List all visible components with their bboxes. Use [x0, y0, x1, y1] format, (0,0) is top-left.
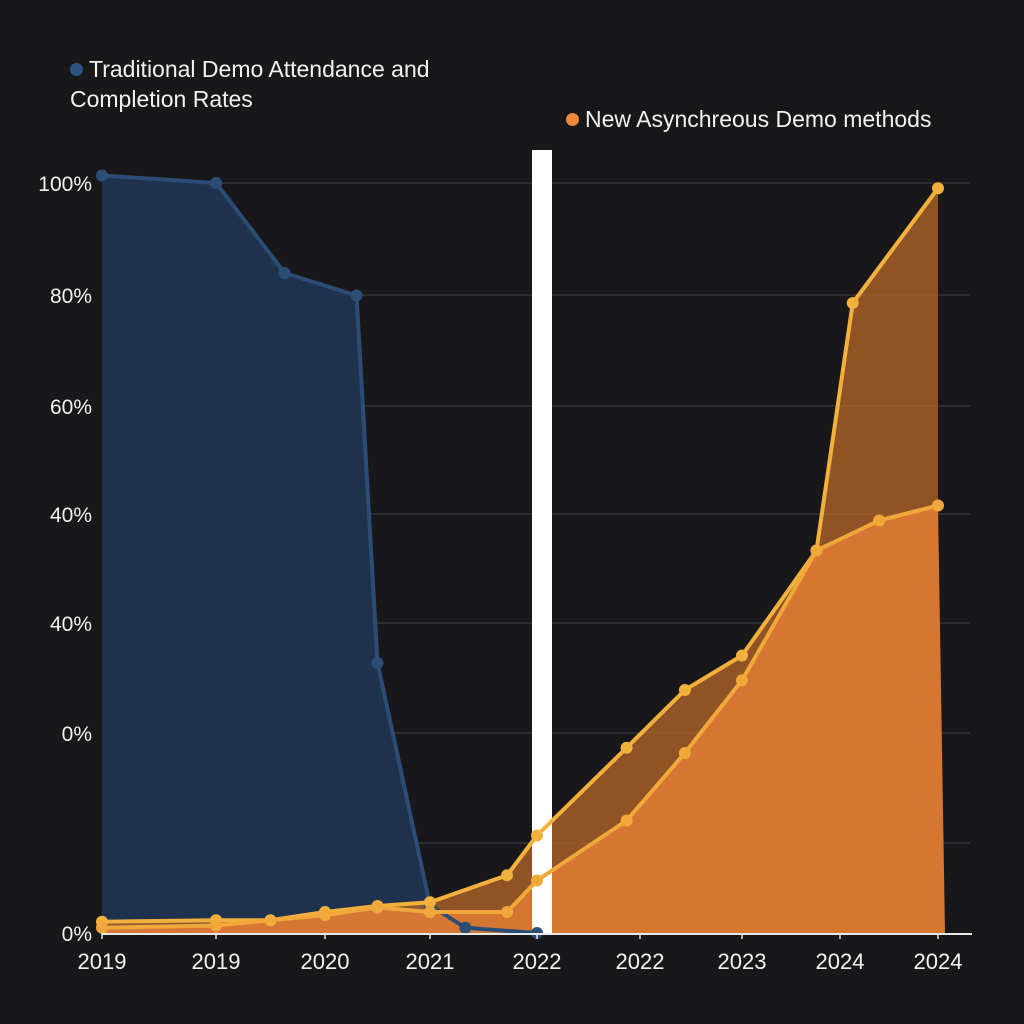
legend-dot-traditional	[70, 63, 83, 76]
x-tick-label: 2020	[301, 949, 350, 974]
x-tick-label: 2019	[192, 949, 241, 974]
y-tick-label: 0%	[62, 923, 92, 946]
async-upper-point	[932, 182, 944, 195]
y-tick-label: 40%	[50, 504, 92, 527]
legend-label-traditional: Traditional Demo Attendance and Completi…	[70, 56, 430, 112]
traditional-area	[102, 175, 537, 933]
y-tick-label: 40%	[50, 613, 92, 636]
async-lower-point	[932, 499, 944, 512]
x-tick-label: 2022	[513, 949, 562, 974]
x-tick-label: 2021	[406, 949, 455, 974]
y-tick-label: 0%	[62, 723, 92, 746]
async-lower-point	[210, 919, 222, 932]
x-tick-label: 2024	[914, 949, 963, 974]
traditional-point	[371, 657, 384, 669]
async-lower-point	[531, 874, 543, 887]
async-upper-point	[678, 684, 691, 696]
y-tick-label: 100%	[38, 173, 92, 196]
async-lower-point	[319, 909, 331, 921]
async-lower-point	[736, 674, 748, 687]
x-tick-label: 2022	[616, 949, 665, 974]
async-lower-point	[810, 544, 823, 557]
y-tick-label: 60%	[50, 396, 92, 419]
traditional-line	[101, 173, 538, 935]
divider-line	[532, 150, 552, 935]
x-tick-label: 2019	[78, 949, 127, 974]
async-upper-point	[736, 649, 748, 662]
async-upper-point	[501, 869, 514, 882]
x-tick-label: 2024	[816, 949, 865, 974]
legend-async: New Asynchreous Demo methods	[566, 104, 931, 134]
async-lower-point	[424, 906, 436, 918]
async-lower-point	[96, 921, 108, 934]
traditional-point	[278, 267, 291, 279]
async-lower-point	[501, 906, 514, 918]
async-lower-point	[371, 901, 384, 914]
traditional-point	[210, 177, 222, 189]
traditional-point	[459, 921, 472, 934]
async-area	[102, 505, 945, 933]
async-lower-point	[873, 514, 886, 527]
async-upper-point	[424, 896, 436, 909]
traditional-point	[350, 289, 363, 302]
async-upper-point	[531, 829, 543, 842]
async-lower-point	[620, 814, 633, 827]
traditional-point	[96, 169, 108, 182]
async-upper-point	[620, 741, 633, 754]
legend-traditional: Traditional Demo Attendance and Completi…	[70, 54, 450, 114]
legend-dot-async	[566, 113, 579, 126]
x-tick-label: 2023	[718, 949, 767, 974]
async-upper-point	[846, 297, 859, 309]
legend-label-async: New Asynchreous Demo methods	[585, 106, 932, 132]
y-tick-label: 80%	[50, 285, 92, 308]
async-lower-point	[678, 747, 691, 759]
